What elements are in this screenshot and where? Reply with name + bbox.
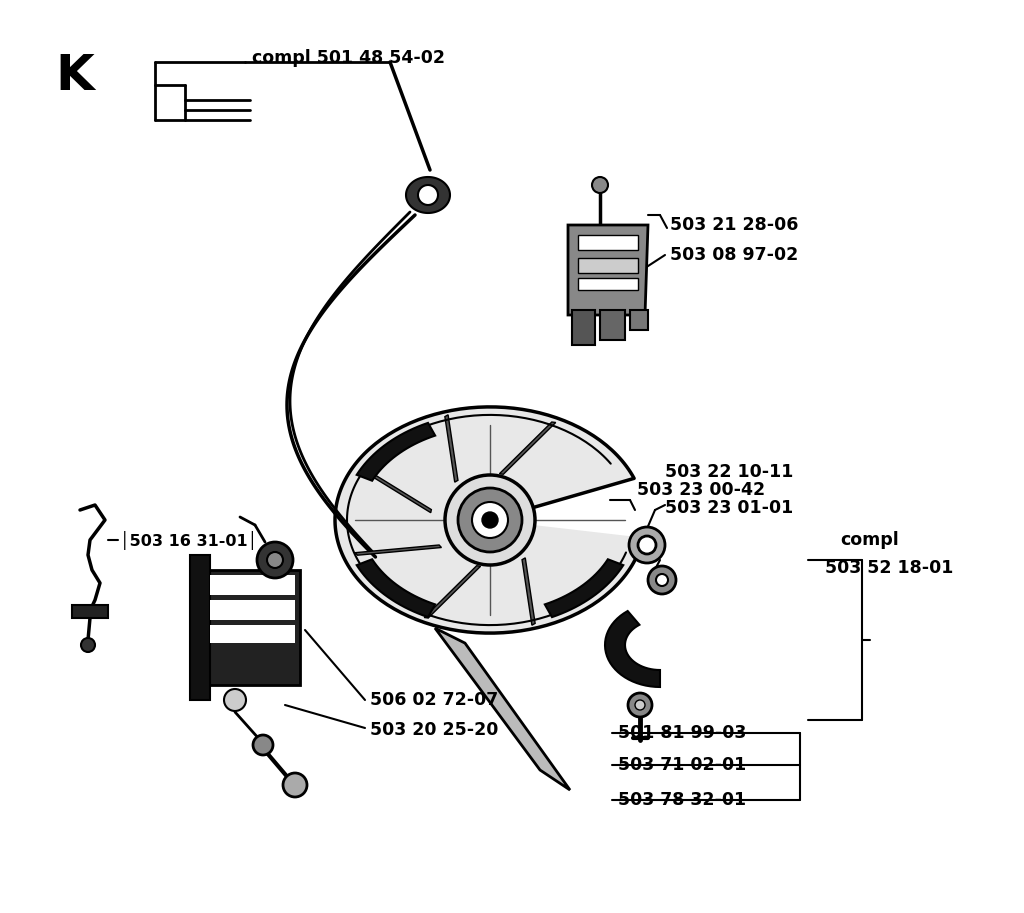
Polygon shape xyxy=(205,570,300,685)
Text: 503 52 18-01: 503 52 18-01 xyxy=(825,559,953,577)
Text: │503 16 31-01│: │503 16 31-01│ xyxy=(120,530,257,550)
Polygon shape xyxy=(630,310,648,330)
Polygon shape xyxy=(522,558,536,625)
Circle shape xyxy=(81,638,95,652)
Polygon shape xyxy=(500,422,556,474)
Circle shape xyxy=(628,693,652,717)
Text: 503 20 25-20: 503 20 25-20 xyxy=(370,721,499,739)
Circle shape xyxy=(418,185,438,205)
Polygon shape xyxy=(356,560,435,617)
Bar xyxy=(210,625,295,643)
Circle shape xyxy=(472,502,508,538)
Text: 503 21 28-06: 503 21 28-06 xyxy=(670,216,799,234)
Bar xyxy=(578,278,638,290)
Polygon shape xyxy=(365,468,431,513)
Polygon shape xyxy=(72,605,108,618)
Bar xyxy=(578,258,638,273)
Text: K: K xyxy=(55,52,94,100)
Circle shape xyxy=(635,700,645,710)
Text: 503 71 02-01: 503 71 02-01 xyxy=(618,756,746,774)
Polygon shape xyxy=(356,423,435,481)
Text: 503 22 10-11: 503 22 10-11 xyxy=(665,463,794,481)
Circle shape xyxy=(257,542,293,578)
Text: 503 08 97-02: 503 08 97-02 xyxy=(670,246,799,264)
Text: compl 501 48 54-02: compl 501 48 54-02 xyxy=(252,49,445,67)
Circle shape xyxy=(629,527,665,563)
Text: 501 81 99-03: 501 81 99-03 xyxy=(618,724,746,742)
Polygon shape xyxy=(355,545,441,555)
Text: 506 02 72-07: 506 02 72-07 xyxy=(370,691,499,709)
Circle shape xyxy=(224,689,246,711)
Polygon shape xyxy=(444,415,458,482)
Text: 503 23 00-42: 503 23 00-42 xyxy=(637,481,765,499)
Text: 503 78 32-01: 503 78 32-01 xyxy=(618,791,746,809)
Polygon shape xyxy=(407,177,450,213)
Circle shape xyxy=(267,552,283,568)
Polygon shape xyxy=(435,628,570,790)
Circle shape xyxy=(445,475,535,565)
Polygon shape xyxy=(335,407,643,633)
Circle shape xyxy=(648,566,676,594)
Circle shape xyxy=(638,536,656,554)
Bar xyxy=(578,235,638,250)
Circle shape xyxy=(656,574,668,586)
Polygon shape xyxy=(600,310,625,340)
Text: 503 23 01-01: 503 23 01-01 xyxy=(665,499,794,517)
Bar xyxy=(210,575,295,595)
Circle shape xyxy=(482,512,498,528)
Circle shape xyxy=(253,735,273,755)
Polygon shape xyxy=(545,560,624,617)
Polygon shape xyxy=(568,225,648,315)
Text: compl: compl xyxy=(840,531,899,549)
Circle shape xyxy=(283,773,307,797)
Polygon shape xyxy=(190,555,210,700)
Polygon shape xyxy=(424,566,480,618)
Circle shape xyxy=(592,177,608,193)
Circle shape xyxy=(458,488,522,552)
Bar xyxy=(210,600,295,620)
Polygon shape xyxy=(572,310,595,345)
Polygon shape xyxy=(605,611,660,687)
